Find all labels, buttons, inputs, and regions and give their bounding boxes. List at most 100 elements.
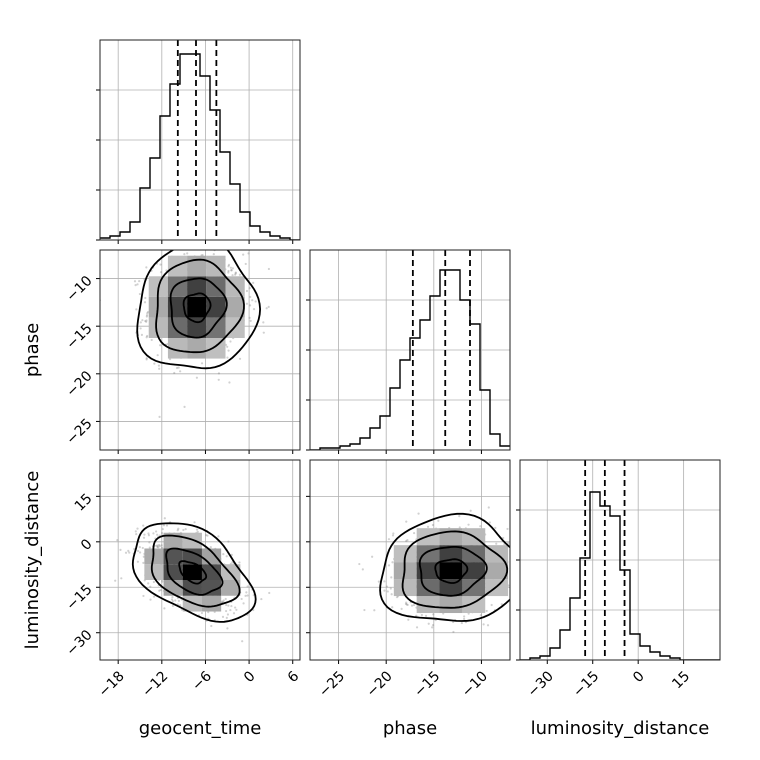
scatter-point <box>145 315 148 318</box>
x-tick-label: −25 <box>316 668 348 700</box>
scatter-point <box>452 630 455 634</box>
scatter-point <box>146 334 149 338</box>
scatter-point <box>467 612 470 615</box>
scatter-point <box>150 338 153 342</box>
scatter-point <box>157 546 160 549</box>
scatter-point <box>234 273 237 276</box>
scatter-point <box>458 515 461 518</box>
scatter-point <box>244 594 247 597</box>
y-axis-label-luminosity_distance: luminosity_distance <box>22 471 43 650</box>
density-cell <box>393 579 417 597</box>
scatter-point <box>144 319 147 323</box>
density-layer <box>100 243 270 418</box>
density-cell <box>416 596 440 614</box>
scatter-point <box>145 314 149 317</box>
scatter-point <box>230 269 233 272</box>
scatter-point <box>431 523 434 527</box>
scatter-point <box>217 243 219 245</box>
scatter-point <box>136 283 139 286</box>
scatter-point <box>262 321 265 324</box>
scatter-point <box>227 349 230 352</box>
scatter-point <box>412 603 416 607</box>
scatter-point <box>487 506 490 509</box>
x-tick-label: 0 <box>241 668 259 686</box>
scatter-point <box>383 580 386 583</box>
panel-geocent_time-luminosity_distance: −30 −15 0 15 −18 −12 −6 0 6 <box>63 459 303 701</box>
x-tick-label: 0 <box>630 668 648 686</box>
contour-level-2 <box>155 258 245 354</box>
y-tick-label: −25 <box>63 416 95 448</box>
scatter-point <box>228 381 231 384</box>
scatter-point <box>502 536 505 540</box>
scatter-point <box>147 534 151 537</box>
scatter-point <box>490 603 493 607</box>
scatter-point <box>520 561 522 563</box>
panel-frame <box>309 249 511 451</box>
x-tick-label: 6 <box>285 668 303 686</box>
scatter-point <box>144 296 147 300</box>
scatter-point <box>177 527 180 530</box>
scatter-point <box>248 286 251 290</box>
density-cell <box>439 596 463 614</box>
scatter-point <box>163 517 166 520</box>
scatter-point <box>462 617 466 620</box>
scatter-point <box>512 582 514 584</box>
scatter-point <box>177 599 181 602</box>
scatter-point <box>200 611 204 615</box>
scatter-point <box>458 526 461 529</box>
scatter-point <box>249 295 252 299</box>
scatter-point <box>227 265 230 268</box>
scatter-point <box>171 600 175 603</box>
density-cell <box>182 564 202 580</box>
scatter-point <box>142 561 145 564</box>
scatter-point <box>145 336 148 339</box>
scatter-point <box>149 598 152 601</box>
scatter-point <box>227 269 230 273</box>
density-cell <box>187 317 207 338</box>
x-tick-label: −15 <box>411 668 443 700</box>
scatter-point <box>406 603 409 606</box>
scatter-point <box>244 262 247 266</box>
scatter-point <box>506 527 509 531</box>
scatter-point <box>426 525 430 528</box>
scatter-point <box>157 364 161 367</box>
scatter-point <box>500 603 503 606</box>
scatter-point <box>507 541 510 545</box>
x-tick-label: −20 <box>364 668 396 700</box>
y-tick-label: −20 <box>63 368 95 400</box>
scatter-point <box>405 520 408 523</box>
scatter-point <box>145 320 148 323</box>
scatter-point <box>138 280 141 283</box>
scatter-point <box>162 524 166 527</box>
scatter-point <box>133 280 137 283</box>
scatter-point <box>246 585 249 588</box>
y-tick-label: 0 <box>78 536 96 554</box>
contour-level-0 <box>178 560 208 585</box>
density-cell <box>462 562 486 580</box>
scatter-point <box>410 604 414 607</box>
scatter-point <box>511 567 513 569</box>
scatter-point <box>227 263 231 266</box>
scatter-point <box>235 608 238 611</box>
scatter-point <box>136 549 140 553</box>
scatter-point <box>227 540 230 543</box>
scatter-point <box>517 574 519 576</box>
scatter-point <box>116 539 119 542</box>
histogram-luminosity_distance <box>520 491 720 660</box>
scatter-point <box>230 553 233 556</box>
contour-level-1 <box>169 277 228 339</box>
scatter-point <box>200 362 204 365</box>
density-layer <box>358 506 522 634</box>
scatter-point <box>156 544 159 547</box>
scatter-point <box>467 523 470 526</box>
scatter-point <box>135 308 138 311</box>
density-cell <box>187 296 207 318</box>
scatter-point <box>134 530 137 533</box>
scatter-point <box>431 626 434 629</box>
scatter-point <box>363 608 366 612</box>
scatter-point <box>249 319 252 322</box>
scatter-point <box>228 244 230 246</box>
scatter-point <box>225 616 228 619</box>
scatter-point <box>405 603 408 606</box>
